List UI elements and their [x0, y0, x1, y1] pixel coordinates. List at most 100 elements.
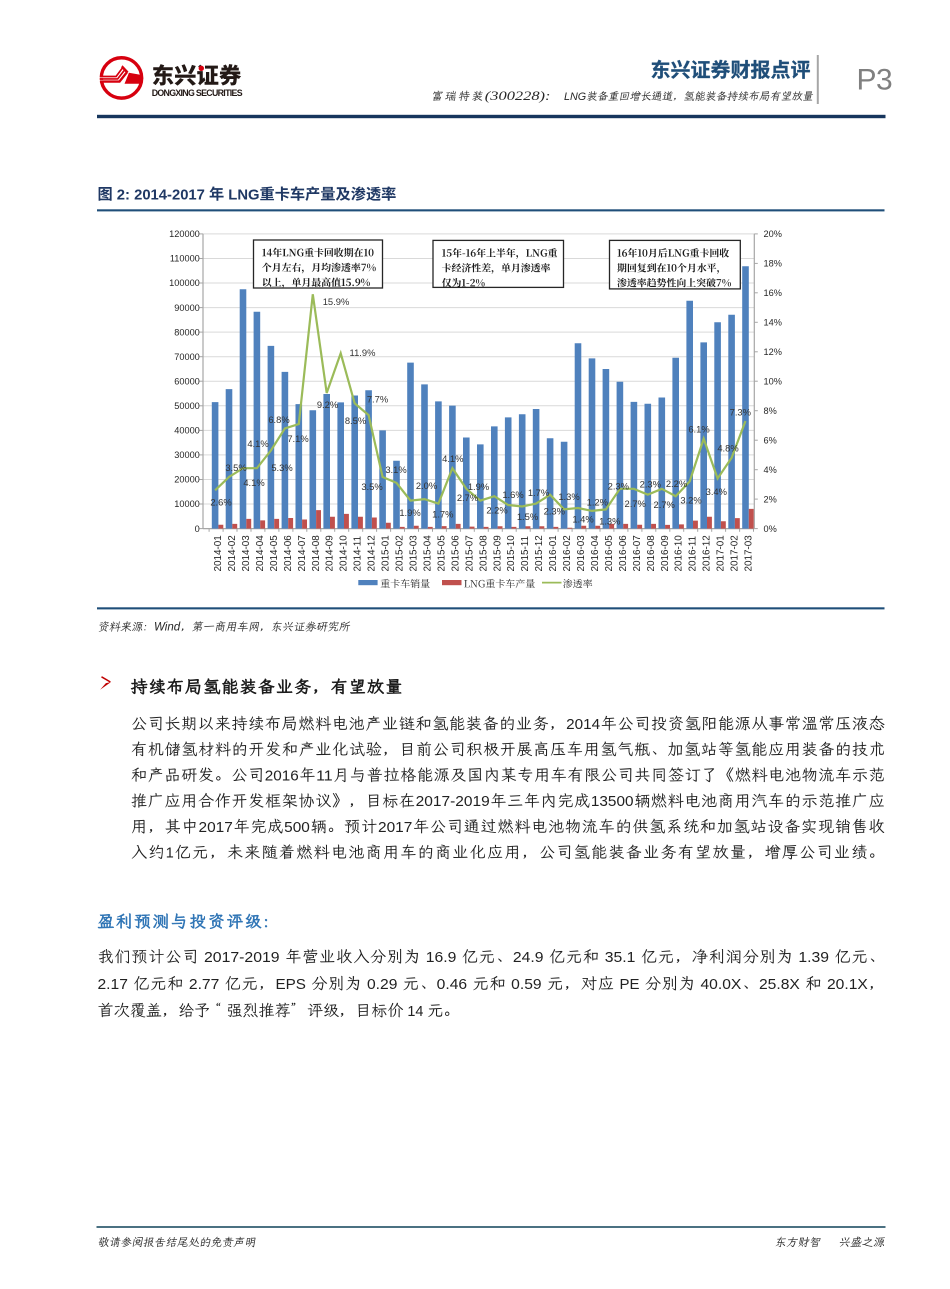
- svg-text:0.29: 0.29: [367, 977, 397, 993]
- svg-text:2016-02: 2016-02: [562, 535, 573, 571]
- svg-text:6.8%: 6.8%: [268, 414, 289, 425]
- svg-text:2017: 2017: [378, 820, 412, 836]
- svg-text:2014-09: 2014-09: [325, 535, 336, 572]
- svg-text:2%: 2%: [764, 494, 777, 504]
- svg-text:2014-07: 2014-07: [297, 535, 308, 571]
- svg-text:1.39: 1.39: [798, 950, 829, 966]
- svg-text:2:: 2:: [117, 187, 130, 203]
- svg-text:P3: P3: [857, 64, 893, 97]
- svg-text:1.9%: 1.9%: [399, 507, 420, 518]
- svg-text:8%: 8%: [764, 406, 777, 416]
- svg-text:2017-2019: 2017-2019: [204, 950, 280, 966]
- svg-text:70000: 70000: [174, 352, 200, 362]
- svg-text:4%: 4%: [764, 465, 777, 475]
- svg-text:9.2%: 9.2%: [317, 399, 338, 410]
- svg-text:10000: 10000: [174, 499, 200, 509]
- svg-text:6%: 6%: [764, 435, 777, 445]
- svg-text:Wind: Wind: [154, 622, 181, 634]
- svg-text:LNG: LNG: [564, 91, 586, 103]
- svg-text:80000: 80000: [174, 327, 200, 337]
- svg-text:18%: 18%: [764, 259, 782, 269]
- svg-text:24.9: 24.9: [513, 950, 544, 966]
- svg-text:2015-11: 2015-11: [520, 535, 531, 571]
- svg-text:1.5%: 1.5%: [517, 511, 538, 522]
- svg-text:3.1%: 3.1%: [385, 464, 406, 475]
- svg-text:4.1%: 4.1%: [243, 477, 264, 488]
- svg-text:2014-2017: 2014-2017: [134, 187, 205, 203]
- svg-text:20.1X: 20.1X: [827, 977, 868, 993]
- svg-text:0.59: 0.59: [511, 977, 541, 993]
- svg-text:2015-02: 2015-02: [395, 535, 406, 571]
- svg-text:3.5%: 3.5%: [225, 462, 246, 473]
- svg-text:2014-04: 2014-04: [255, 535, 266, 572]
- svg-text:4.1%: 4.1%: [442, 453, 463, 464]
- svg-text:LNG: LNG: [228, 187, 259, 203]
- svg-text:2016-03: 2016-03: [576, 535, 587, 572]
- svg-text:2.77: 2.77: [189, 977, 219, 993]
- svg-text:120000: 120000: [169, 229, 200, 239]
- svg-text:3.2%: 3.2%: [680, 495, 701, 506]
- svg-text:2014-05: 2014-05: [269, 535, 280, 572]
- svg-text:2.0%: 2.0%: [416, 480, 437, 491]
- svg-text:0.46: 0.46: [437, 977, 467, 993]
- svg-text:2014-12: 2014-12: [367, 535, 378, 571]
- svg-text:2016-01: 2016-01: [548, 535, 559, 572]
- svg-text:2015-08: 2015-08: [478, 535, 489, 572]
- svg-text:16.9: 16.9: [426, 950, 457, 966]
- svg-text:2016-06: 2016-06: [618, 535, 629, 572]
- svg-text:2016-05: 2016-05: [604, 535, 615, 572]
- svg-text:25.8X: 25.8X: [759, 977, 800, 993]
- svg-text:EPS: EPS: [276, 977, 306, 993]
- svg-text:2014-06: 2014-06: [283, 535, 294, 572]
- svg-text:30000: 30000: [174, 450, 200, 460]
- svg-text:2015-07: 2015-07: [464, 535, 475, 571]
- svg-text:11.9%: 11.9%: [350, 347, 376, 358]
- svg-text:2016-11: 2016-11: [688, 535, 699, 571]
- svg-text:2014-10: 2014-10: [339, 535, 350, 572]
- svg-text:2017-01: 2017-01: [716, 535, 727, 572]
- svg-text:2.2%: 2.2%: [666, 478, 687, 489]
- svg-text:2017-03: 2017-03: [744, 535, 755, 572]
- svg-text:2.3%: 2.3%: [640, 479, 661, 490]
- svg-text:2.7%: 2.7%: [654, 499, 675, 510]
- svg-text:11: 11: [316, 768, 333, 784]
- svg-text:7.3%: 7.3%: [730, 406, 751, 417]
- svg-text:2015-05: 2015-05: [436, 535, 447, 572]
- svg-text:3.5%: 3.5%: [361, 481, 382, 492]
- svg-text:8.5%: 8.5%: [345, 415, 366, 426]
- svg-text:0: 0: [195, 524, 200, 534]
- svg-text:2014: 2014: [566, 717, 600, 733]
- svg-text:1.4%: 1.4%: [572, 514, 593, 525]
- svg-text:2016: 2016: [265, 768, 299, 784]
- svg-text:20000: 20000: [174, 475, 200, 485]
- svg-text:PE: PE: [620, 977, 640, 993]
- svg-text:2015-10: 2015-10: [506, 535, 517, 572]
- svg-text:(300228):: (300228):: [485, 89, 551, 103]
- svg-text:2014-11: 2014-11: [353, 535, 364, 571]
- svg-text:2016-09: 2016-09: [660, 535, 671, 572]
- svg-text:DONGXING SECURITIES: DONGXING SECURITIES: [152, 88, 243, 98]
- svg-text:2015-04: 2015-04: [423, 535, 434, 572]
- svg-text:14%: 14%: [764, 318, 782, 328]
- svg-text:90000: 90000: [174, 303, 200, 313]
- svg-text:2.3%: 2.3%: [544, 505, 565, 516]
- svg-text:50000: 50000: [174, 401, 200, 411]
- svg-text:1.2%: 1.2%: [587, 496, 608, 507]
- svg-text:2014-08: 2014-08: [311, 535, 322, 572]
- svg-text:500: 500: [284, 820, 310, 836]
- svg-text:1.3%: 1.3%: [599, 516, 620, 527]
- svg-text:2.2%: 2.2%: [486, 504, 507, 515]
- svg-text:60000: 60000: [174, 376, 200, 386]
- svg-text:2015-01: 2015-01: [381, 535, 392, 572]
- svg-text:1: 1: [166, 846, 174, 862]
- svg-text:2.17: 2.17: [98, 977, 128, 993]
- svg-text:6.1%: 6.1%: [688, 423, 709, 434]
- svg-text:5.3%: 5.3%: [271, 462, 292, 473]
- svg-text:2016-08: 2016-08: [646, 535, 657, 572]
- svg-text:16%: 16%: [764, 288, 782, 298]
- svg-text:100000: 100000: [169, 278, 200, 288]
- svg-text:2015-09: 2015-09: [492, 535, 503, 572]
- svg-text:2.7%: 2.7%: [457, 492, 478, 503]
- svg-text:0%: 0%: [764, 524, 777, 534]
- svg-text:2016-10: 2016-10: [674, 535, 685, 572]
